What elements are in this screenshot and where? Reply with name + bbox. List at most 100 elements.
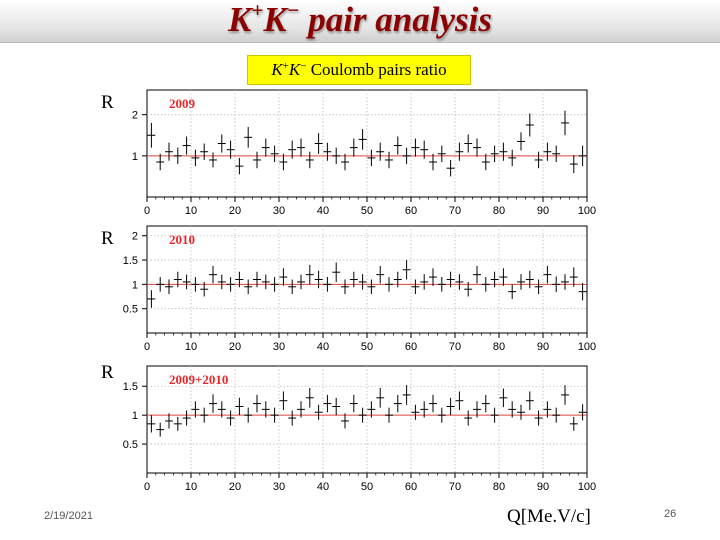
data-point — [464, 281, 473, 297]
data-point — [297, 138, 305, 157]
data-point — [543, 265, 552, 284]
page-number: 26 — [664, 508, 677, 520]
x-tick-label: 60 — [405, 341, 417, 353]
data-point — [288, 140, 297, 159]
data-point — [349, 138, 358, 157]
data-point — [420, 401, 429, 418]
data-point — [473, 401, 481, 418]
data-point — [499, 142, 508, 161]
data-point — [429, 394, 437, 413]
data-point — [455, 142, 464, 161]
data-point — [552, 407, 561, 423]
data-point — [464, 134, 473, 153]
data-point — [200, 281, 209, 297]
data-point — [305, 151, 314, 169]
y-tick-label: 1 — [132, 279, 138, 291]
data-point — [552, 145, 561, 163]
data-point — [402, 385, 411, 405]
data-point — [297, 274, 305, 290]
title-sup2: − — [286, 0, 300, 22]
x-tick-label: 70 — [449, 341, 461, 353]
x-tick-label: 30 — [273, 481, 285, 493]
data-point — [341, 279, 349, 295]
data-point — [411, 279, 420, 295]
data-point — [402, 147, 411, 165]
x-tick-label: 90 — [537, 481, 549, 493]
data-point — [270, 407, 279, 423]
data-point — [209, 394, 217, 413]
title-k2: K — [263, 0, 287, 39]
data-point — [147, 290, 156, 308]
data-point — [446, 397, 455, 416]
data-point — [376, 142, 385, 161]
x-tick-label: 30 — [273, 341, 285, 353]
data-point — [455, 274, 464, 290]
data-point — [235, 157, 244, 175]
data-point — [525, 113, 534, 137]
data-point — [147, 415, 156, 433]
data-point — [473, 138, 481, 157]
data-point — [182, 274, 191, 290]
y-axis-label-3: R — [101, 362, 114, 383]
data-point — [481, 277, 490, 292]
data-point — [332, 147, 341, 165]
data-point — [261, 274, 270, 290]
panel-label: 2009+2010 — [169, 372, 228, 387]
data-point — [332, 262, 341, 282]
data-point — [543, 401, 552, 418]
x-tick-label: 60 — [405, 481, 417, 493]
data-point — [411, 404, 420, 420]
data-point — [261, 138, 270, 157]
data-point — [358, 407, 367, 423]
data-point — [490, 407, 499, 423]
data-point — [499, 388, 508, 408]
data-point — [253, 394, 261, 413]
data-point — [552, 276, 561, 293]
data-point — [437, 407, 446, 423]
slide-date: 2/19/2021 — [44, 510, 93, 522]
data-point — [200, 407, 209, 423]
y-tick-label: 0.5 — [123, 439, 138, 451]
data-point — [437, 145, 446, 163]
data-point — [261, 401, 270, 418]
data-point — [411, 138, 420, 157]
data-point — [376, 387, 385, 408]
data-point — [226, 140, 235, 159]
y-tick-label: 1 — [132, 410, 138, 422]
x-tick-label: 80 — [493, 205, 505, 217]
data-point — [191, 277, 200, 292]
y-tick-label: 1.5 — [123, 255, 138, 267]
data-point — [156, 422, 165, 437]
data-point — [349, 271, 358, 288]
data-point — [490, 271, 499, 288]
y-tick-label: 2 — [132, 231, 138, 243]
data-point — [323, 277, 332, 292]
data-point — [182, 136, 191, 155]
data-point — [385, 407, 393, 423]
subtitle-rest: Coulomb pairs ratio — [306, 60, 447, 79]
x-tick-label: 100 — [578, 481, 596, 493]
data-point — [464, 410, 473, 426]
data-point — [534, 410, 543, 426]
data-point — [156, 277, 165, 292]
title-sup1: + — [251, 0, 264, 22]
data-point — [279, 153, 288, 171]
data-point — [534, 151, 543, 169]
x-tick-label: 50 — [361, 341, 373, 353]
x-tick-label: 80 — [493, 341, 505, 353]
y-tick-label: 1.5 — [123, 381, 138, 393]
data-point — [455, 391, 464, 410]
data-point — [367, 279, 376, 295]
data-point — [420, 274, 429, 290]
x-tick-label: 80 — [493, 481, 505, 493]
data-point — [270, 145, 279, 163]
panel-label: 2010 — [169, 232, 195, 247]
x-tick-label: 90 — [537, 205, 549, 217]
data-point — [481, 153, 490, 171]
data-point — [270, 277, 279, 292]
data-point — [314, 404, 323, 420]
y-tick-label: 1 — [132, 151, 138, 163]
data-point — [217, 401, 226, 418]
x-tick-label: 20 — [229, 205, 241, 217]
data-point — [253, 271, 261, 288]
